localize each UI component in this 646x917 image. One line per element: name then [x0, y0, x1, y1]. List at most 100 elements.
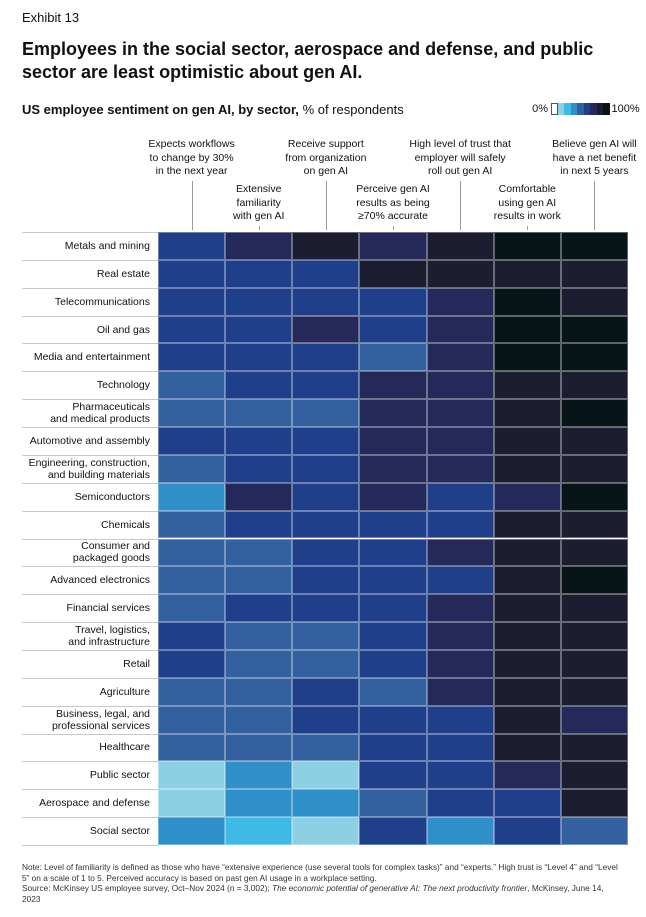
heatmap-cell — [292, 817, 360, 845]
heatmap-cell — [359, 677, 427, 706]
heatmap-cell — [158, 789, 226, 818]
heatmap-cell — [359, 789, 427, 818]
heatmap-cell — [493, 343, 561, 372]
header-connector — [594, 181, 596, 230]
heatmap-cell — [426, 622, 494, 650]
heatmap-cell — [158, 259, 226, 288]
heatmap-cell — [158, 343, 226, 372]
column-header: High level of trust that employer will s… — [409, 138, 511, 177]
heatmap-cell — [359, 594, 427, 623]
heatmap-cell — [292, 594, 360, 623]
heatmap-cell — [292, 510, 360, 539]
heatmap-cell — [359, 259, 427, 288]
heatmap-cell — [560, 761, 628, 790]
heatmap-cell — [292, 733, 360, 762]
heatmap-cell — [225, 817, 293, 845]
heatmap-cell — [560, 817, 628, 845]
heatmap-cell — [493, 315, 561, 344]
heatmap-cell — [493, 454, 561, 483]
heatmap-cell — [493, 594, 561, 623]
heatmap-cell — [292, 343, 360, 372]
heatmap-cell — [158, 677, 226, 706]
heatmap-cell — [359, 399, 427, 428]
heatmap-cell — [426, 594, 494, 623]
heatmap-cell — [158, 482, 226, 511]
heatmap-cell — [359, 315, 427, 344]
row-separator — [22, 789, 158, 791]
heatmap-cell — [225, 510, 293, 539]
legend-tick-label: 0% — [532, 103, 548, 115]
heatmap-cell — [560, 594, 628, 623]
exhibit-label: Exhibit 13 — [22, 10, 80, 25]
heatmap-cell — [493, 817, 561, 845]
heatmap-cell — [426, 566, 494, 595]
row-separator — [22, 566, 158, 568]
heatmap-cell — [359, 427, 427, 455]
legend-swatch — [590, 103, 597, 115]
header-connector — [191, 181, 193, 230]
heatmap-cell — [493, 705, 561, 734]
heatmap-cell — [359, 733, 427, 762]
row-separator — [22, 817, 158, 819]
legend-swatch — [570, 103, 577, 115]
heatmap-cell — [292, 566, 360, 595]
row-label: Real estate — [96, 267, 150, 280]
row-separator — [22, 427, 158, 429]
heatmap-cell — [426, 705, 494, 734]
heatmap-cell — [426, 287, 494, 316]
heatmap-cell — [225, 622, 293, 650]
source: Source: McKinsey US employee survey, Oct… — [22, 883, 622, 904]
row-separator — [22, 399, 158, 401]
heatmap-cell — [225, 733, 293, 762]
row-separator — [22, 622, 158, 624]
row-separator — [22, 845, 158, 846]
row-separator — [22, 510, 158, 512]
heatmap-cell — [158, 817, 226, 845]
row-label: Agriculture — [99, 685, 150, 698]
heatmap-cell — [225, 259, 293, 288]
heatmap-cell — [292, 538, 360, 567]
row-separator — [22, 371, 158, 373]
heatmap-cell — [359, 343, 427, 372]
row-label: Automotive and assembly — [29, 434, 150, 447]
heatmap-cell — [493, 232, 561, 260]
heatmap-cell — [158, 538, 226, 567]
heatmap-cell — [560, 677, 628, 706]
legend-tick-label: 100% — [611, 103, 640, 115]
heatmap-cell — [158, 622, 226, 650]
heatmap-cell — [225, 538, 293, 567]
legend-swatch — [557, 103, 564, 115]
heatmap-cell — [560, 733, 628, 762]
heatmap-cell — [158, 287, 226, 316]
heatmap-cell — [158, 761, 226, 790]
heatmap-cell — [493, 510, 561, 539]
heatmap-cell — [359, 454, 427, 483]
note: Note: Level of familiarity is defined as… — [22, 862, 618, 883]
legend-swatch — [583, 103, 590, 115]
row-separator — [22, 761, 158, 763]
heatmap-cell — [493, 649, 561, 678]
subtitle-main: US employee sentiment on gen AI, by sect… — [22, 102, 299, 117]
row-label: Business, legal, and professional servic… — [51, 707, 150, 732]
heatmap-cell — [359, 566, 427, 595]
heatmap-cell — [158, 566, 226, 595]
heatmap-cell — [225, 232, 293, 260]
heatmap-cell — [560, 789, 628, 818]
heatmap-cell — [292, 427, 360, 455]
row-label: Healthcare — [99, 741, 150, 754]
heatmap-cell — [560, 427, 628, 455]
source-text: Source: McKinsey US employee survey, Oct… — [22, 883, 273, 893]
heatmap-cell — [225, 315, 293, 344]
heatmap-cell — [426, 649, 494, 678]
heatmap-cell — [292, 677, 360, 706]
row-label: Advanced electronics — [50, 574, 150, 587]
heatmap-cell — [292, 649, 360, 678]
heatmap-cell — [560, 315, 628, 344]
heatmap-cell — [292, 454, 360, 483]
heatmap-cell — [493, 789, 561, 818]
heatmap-cell — [225, 427, 293, 455]
heatmap-cell — [292, 622, 360, 650]
heatmap-cell — [426, 399, 494, 428]
heatmap-cell — [560, 232, 628, 260]
heatmap-cell — [560, 343, 628, 372]
